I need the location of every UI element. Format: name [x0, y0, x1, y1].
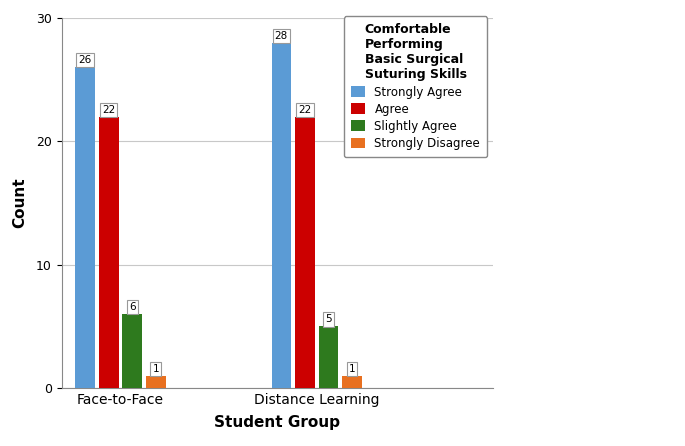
Text: 1: 1: [349, 364, 356, 374]
Bar: [146, 376, 166, 388]
Y-axis label: Count: Count: [13, 178, 27, 228]
Bar: [123, 314, 142, 388]
Bar: [99, 116, 119, 388]
Bar: [295, 116, 314, 388]
Text: 6: 6: [129, 302, 136, 312]
Text: 22: 22: [298, 105, 312, 115]
Bar: [319, 326, 338, 388]
Legend: Strongly Agree, Agree, Slightly Agree, Strongly Disagree: Strongly Agree, Agree, Slightly Agree, S…: [344, 17, 487, 157]
Bar: [271, 42, 291, 388]
Bar: [342, 376, 362, 388]
Text: 1: 1: [153, 364, 159, 374]
Bar: [75, 67, 95, 388]
Text: 26: 26: [79, 55, 92, 66]
X-axis label: Student Group: Student Group: [214, 415, 340, 430]
Text: 22: 22: [102, 105, 115, 115]
Text: 28: 28: [275, 31, 288, 41]
Text: 5: 5: [325, 314, 332, 325]
